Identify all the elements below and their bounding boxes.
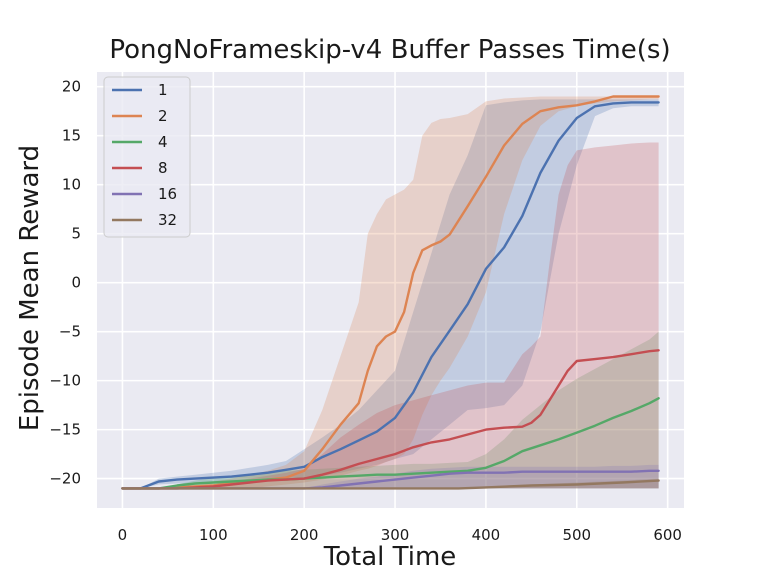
x-tick-label: 300 xyxy=(381,526,410,544)
x-tick-label: 400 xyxy=(472,526,501,544)
x-tick-label: 200 xyxy=(290,526,319,544)
x-tick-label: 100 xyxy=(199,526,228,544)
y-tick-label: −15 xyxy=(49,421,81,439)
x-axis-label: Total Time xyxy=(323,542,457,571)
y-axis-label: Episode Mean Reward xyxy=(15,145,45,431)
band-series-4 xyxy=(122,331,659,489)
y-tick-labels: −20 −15 −10 −5 0 5 10 15 20 xyxy=(49,78,81,488)
band-series-2 xyxy=(122,96,659,489)
band-series-8 xyxy=(122,142,659,489)
line-series-8 xyxy=(121,349,660,490)
legend: 1 2 4 8 16 32 xyxy=(103,76,191,238)
series-lines xyxy=(121,95,660,490)
legend-label-8: 8 xyxy=(158,159,168,177)
x-tick-label: 600 xyxy=(653,526,682,544)
plot-background xyxy=(97,72,684,508)
y-tick-label: 5 xyxy=(71,225,81,243)
line-series-32 xyxy=(121,479,660,490)
legend-label-16: 16 xyxy=(158,185,177,203)
chart-title: PongNoFrameskip-v4 Buffer Passes Time(s) xyxy=(109,35,670,65)
band-series-1 xyxy=(122,99,659,489)
x-tick-label: 0 xyxy=(118,526,128,544)
line-series-4 xyxy=(121,397,660,490)
y-tick-label: 10 xyxy=(62,176,81,194)
y-tick-label: −20 xyxy=(49,470,81,488)
legend-label-4: 4 xyxy=(158,133,168,151)
x-tick-labels: 0 100 200 300 400 500 600 xyxy=(118,526,682,544)
y-tick-label: 20 xyxy=(62,78,81,96)
y-tick-label: 0 xyxy=(71,274,81,292)
line-series-1 xyxy=(121,101,660,490)
y-tick-label: −10 xyxy=(49,372,81,390)
y-tick-label: −5 xyxy=(59,323,81,341)
legend-label-1: 1 xyxy=(158,81,168,99)
legend-box xyxy=(103,76,191,238)
y-tick-label: 15 xyxy=(62,127,81,145)
legend-label-32: 32 xyxy=(158,211,177,229)
x-tick-label: 500 xyxy=(562,526,591,544)
legend-label-2: 2 xyxy=(158,107,168,125)
